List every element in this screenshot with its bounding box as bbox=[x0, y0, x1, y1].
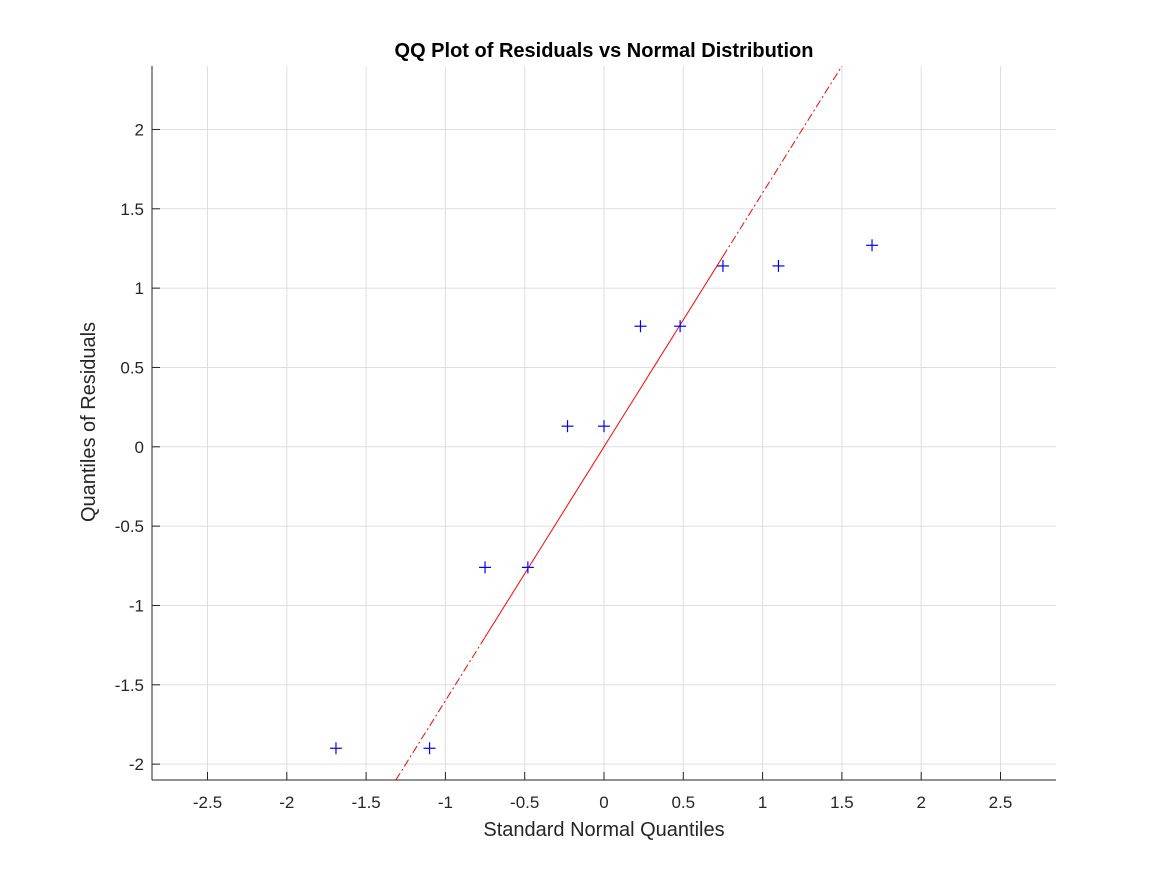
tick-labels-layer: -2.5 -2 -1.5 -1 -0.5 0 0.5 1 1.5 2 2.5 -2 -1.5 -1 -0.5… bbox=[115, 120, 1013, 812]
x-tick-label: 1 bbox=[758, 793, 767, 812]
chart-title: QQ Plot of Residuals vs Normal Distribut… bbox=[395, 40, 814, 62]
y-tick-label: -0.5 bbox=[115, 517, 144, 536]
x-tick-label: 0.5 bbox=[671, 793, 695, 812]
x-tick-label: 2.5 bbox=[989, 793, 1013, 812]
data-point bbox=[598, 420, 610, 433]
data-point bbox=[634, 320, 647, 333]
data-point bbox=[716, 259, 729, 272]
y-axis-label: Quantiles of Residuals bbox=[78, 322, 100, 522]
reference-line-fit bbox=[484, 256, 724, 638]
y-tick-label: -2 bbox=[129, 755, 144, 774]
y-tick-label: 0.5 bbox=[120, 358, 144, 377]
x-tick-label: -2 bbox=[279, 793, 294, 812]
grid-layer bbox=[152, 66, 1056, 780]
x-tick-label: -0.5 bbox=[510, 793, 539, 812]
x-tick-label: -1.5 bbox=[351, 793, 380, 812]
reference-line-layer bbox=[395, 65, 843, 781]
data-point bbox=[521, 561, 534, 574]
x-tick-label: -2.5 bbox=[193, 793, 222, 812]
x-tick-label: 2 bbox=[916, 793, 925, 812]
data-point bbox=[423, 742, 436, 755]
data-point bbox=[772, 259, 785, 272]
axes-layer bbox=[151, 66, 1056, 781]
data-point bbox=[561, 420, 574, 433]
data-point bbox=[674, 320, 687, 333]
x-tick-label: 1.5 bbox=[830, 793, 854, 812]
data-point bbox=[479, 561, 492, 574]
y-tick-label: -1.5 bbox=[115, 676, 144, 695]
reference-line-extrapolation-lower bbox=[395, 636, 486, 781]
reference-line-extrapolation-upper bbox=[722, 65, 843, 257]
x-tick-label: 0 bbox=[599, 793, 608, 812]
x-tick-label: -1 bbox=[438, 793, 453, 812]
data-points-layer bbox=[329, 239, 879, 755]
data-point bbox=[329, 742, 342, 755]
x-axis-label: Standard Normal Quantiles bbox=[483, 819, 724, 841]
y-tick-label: 1 bbox=[135, 279, 144, 298]
y-tick-label: 0 bbox=[135, 438, 144, 457]
data-point bbox=[866, 239, 879, 252]
y-tick-label: 2 bbox=[135, 120, 144, 139]
y-tick-label: 1.5 bbox=[120, 200, 144, 219]
y-tick-label: -1 bbox=[129, 596, 144, 615]
